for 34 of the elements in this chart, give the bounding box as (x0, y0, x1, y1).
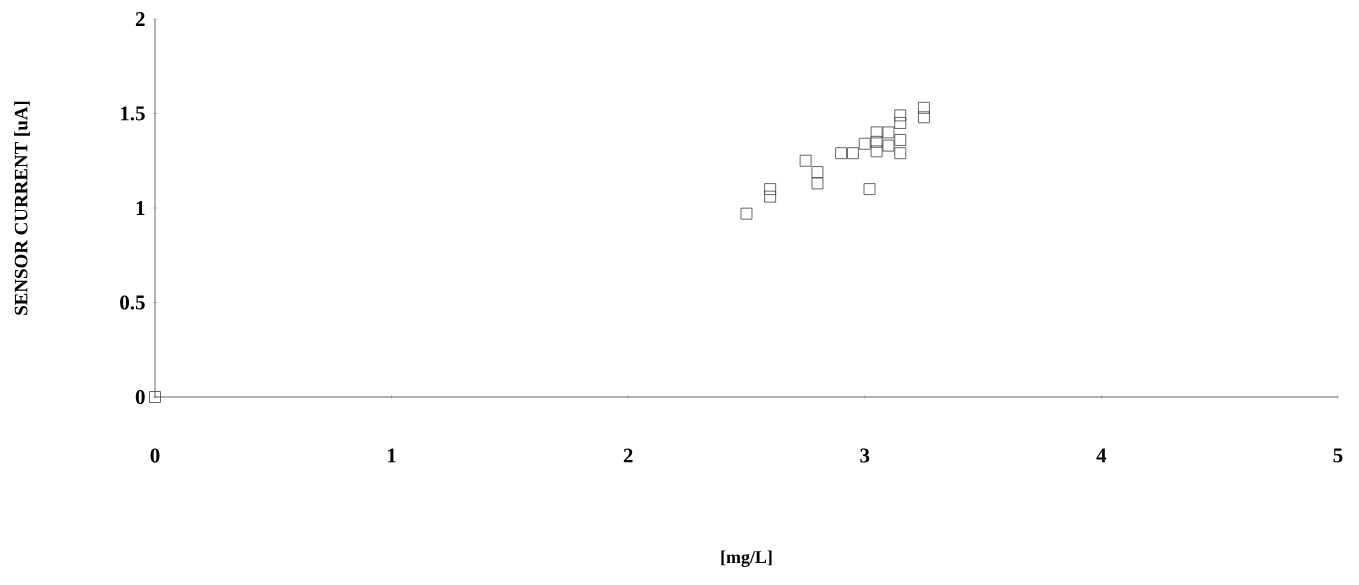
point (894, 109, 907, 122)
point (847, 147, 859, 160)
x-tick-label: 2 (623, 448, 633, 463)
y-tick-label: 0 (135, 389, 145, 405)
point (870, 145, 883, 158)
point (740, 207, 753, 220)
point (882, 139, 895, 152)
point (811, 166, 824, 178)
x-tick-label: 3 (860, 448, 870, 463)
point (894, 117, 907, 129)
y-tick-label: 1.5 (121, 106, 145, 121)
x-tick-label: 4 (1096, 448, 1107, 463)
x-axis-title: [mg/L] (721, 550, 772, 567)
y-tick-label: 1 (136, 201, 145, 215)
point (870, 135, 883, 148)
point (811, 177, 824, 190)
point (764, 190, 777, 203)
point (835, 147, 848, 160)
x-tick-label: 0 (150, 448, 160, 463)
point (918, 111, 930, 124)
y-tick-label: 0.5 (120, 295, 145, 310)
point (870, 126, 883, 139)
point (918, 101, 930, 114)
point (894, 147, 907, 160)
point (894, 134, 907, 146)
point (799, 154, 812, 167)
point (858, 137, 871, 150)
point (764, 183, 777, 195)
point (863, 183, 876, 195)
x-tick-label: 1 (388, 448, 396, 463)
x-tick-label: 5 (1333, 448, 1343, 463)
y-tick-label: 2 (135, 12, 145, 26)
point (882, 126, 895, 139)
y-axis-title: SENSOR CURRENT [uA] (14, 101, 30, 315)
